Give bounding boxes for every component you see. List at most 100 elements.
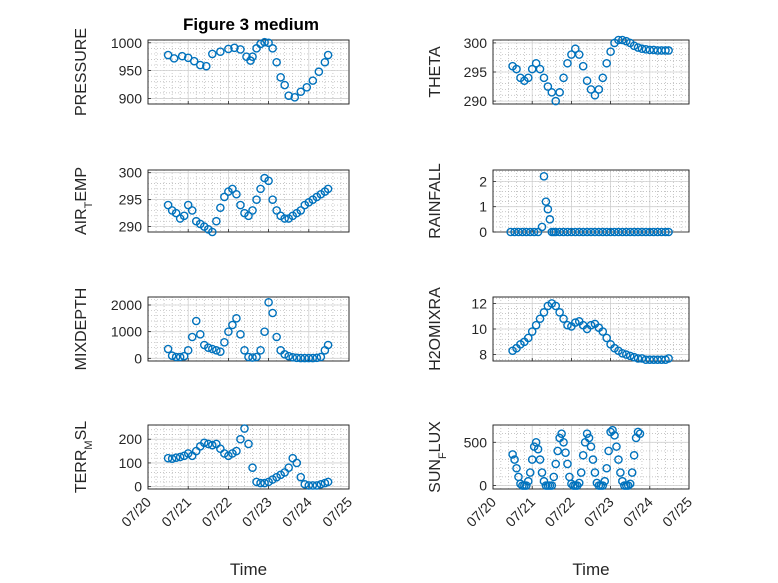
data-point: [625, 351, 635, 361]
data-point: [633, 354, 643, 363]
data-point: [604, 446, 613, 456]
data-point: [167, 351, 177, 360]
data-point: [563, 459, 572, 469]
data-point: [280, 350, 289, 359]
data-point: [224, 327, 233, 336]
y-tick-label: 295: [464, 64, 488, 80]
data-series: [508, 425, 645, 490]
plot-frame: [147, 169, 350, 233]
data-point: [627, 468, 637, 477]
data-point: [551, 96, 561, 106]
data-point: [302, 83, 312, 92]
data-point: [608, 425, 617, 435]
data-point: [551, 459, 561, 469]
y-axis-label: SUNFLUX: [427, 421, 449, 493]
data-point: [525, 468, 535, 477]
data-point: [323, 340, 333, 350]
data-point: [208, 440, 217, 450]
data-point: [516, 479, 525, 489]
data-point: [557, 429, 566, 438]
data-point: [296, 472, 306, 482]
data-point: [551, 301, 561, 311]
data-point: [220, 192, 229, 202]
data-point: [523, 73, 533, 83]
data-point: [280, 80, 289, 90]
y-tick-label: 2: [479, 173, 487, 189]
data-point: [535, 64, 545, 74]
data-point: [529, 227, 539, 237]
data-point: [312, 353, 322, 363]
data-point: [203, 343, 213, 352]
data-point: [559, 437, 568, 447]
data-point: [598, 481, 608, 490]
subplot-5: 0 1000 2000 MIXDEPTH: [73, 288, 350, 370]
data-point: [171, 208, 181, 218]
data-point: [535, 314, 545, 324]
x-axis-label: Time: [230, 560, 267, 579]
data-point: [296, 353, 306, 363]
data-point: [175, 352, 185, 362]
data-point: [244, 352, 253, 362]
plot-area: [147, 39, 350, 105]
data-point: [183, 346, 193, 355]
data-point: [635, 429, 645, 438]
data-point: [545, 215, 555, 224]
data-point: [244, 439, 253, 449]
data-point: [304, 353, 314, 363]
data-point: [531, 320, 541, 330]
data-point: [661, 227, 670, 237]
data-point: [284, 463, 294, 472]
data-point: [300, 479, 310, 489]
data-point: [195, 60, 205, 70]
data-point: [539, 308, 549, 317]
data-point: [212, 346, 221, 355]
data-point: [308, 481, 318, 490]
data-series: [163, 298, 333, 363]
data-point: [539, 172, 549, 181]
data-point: [163, 344, 173, 354]
y-tick-label: 1: [479, 199, 487, 215]
data-point: [248, 353, 257, 362]
data-point: [602, 58, 611, 68]
data-point: [290, 93, 300, 102]
subplot-1: 900 950 1000 PRESSURE: [73, 28, 350, 116]
data-point: [272, 332, 281, 342]
data-point: [163, 453, 173, 463]
data-point: [296, 87, 306, 97]
data-point: [280, 214, 289, 223]
data-point: [179, 351, 189, 361]
data-point: [272, 57, 281, 67]
data-point: [559, 73, 568, 83]
data-point: [623, 481, 633, 490]
y-tick-label: 2000: [111, 297, 142, 313]
data-point: [208, 227, 217, 237]
data-point: [252, 477, 261, 487]
y-axis-label: H2OMIXRA: [427, 287, 444, 371]
data-point: [616, 468, 625, 477]
data-point: [602, 463, 611, 473]
data-point: [252, 352, 261, 362]
y-tick-label: 8: [479, 347, 487, 363]
data-point: [314, 67, 324, 77]
grid-lines: [493, 297, 689, 361]
data-point: [308, 76, 318, 85]
y-tick-label: 290: [464, 93, 488, 109]
data-point: [224, 44, 233, 54]
data-point: [264, 38, 273, 48]
data-point: [571, 318, 580, 327]
data-point: [563, 58, 572, 68]
data-series: [163, 424, 333, 490]
data-point: [236, 200, 245, 210]
data-point: [629, 450, 639, 460]
data-point: [625, 479, 635, 489]
plot-area: [147, 424, 350, 490]
data-series: [506, 172, 673, 237]
data-point: [228, 184, 237, 194]
data-point: [248, 463, 257, 472]
y-axis-label: THETA: [427, 46, 444, 98]
plot-area: [147, 169, 350, 233]
data-series: [508, 35, 673, 106]
data-point: [606, 47, 615, 56]
data-point: [559, 314, 568, 324]
y-tick-label: 1000: [111, 35, 142, 51]
